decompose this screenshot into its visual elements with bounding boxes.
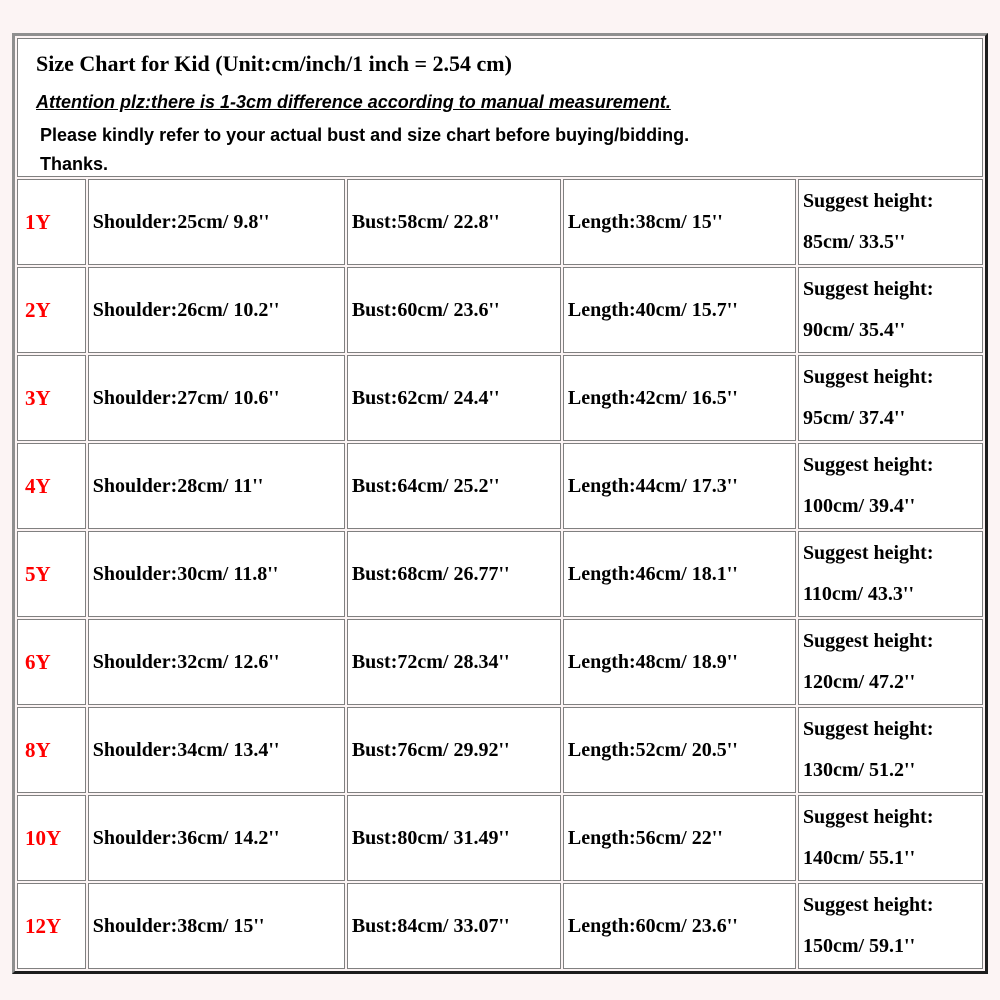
length-value: Length:40cm/ 15.7'' [562,267,796,353]
suggest-height-value: Suggest height: 95cm/ 37.4'' [797,355,983,441]
suggest-height-label: Suggest height: [802,806,934,828]
suggest-height-value: Suggest height: 100cm/ 39.4'' [797,443,983,529]
bust-value: Bust:62cm/ 24.4'' [346,355,561,441]
bust-value: Bust:64cm/ 25.2'' [346,443,561,529]
suggest-height-value: Suggest height: 110cm/ 43.3'' [797,531,983,617]
table-row: 10Y Shoulder:36cm/ 14.2'' Bust:80cm/ 31.… [17,795,983,881]
attention-note: Attention plz:there is 1-3cm difference … [36,92,671,112]
suggest-height-label: Suggest height: [802,630,934,652]
suggest-height-value: Suggest height: 85cm/ 33.5'' [797,179,983,265]
suggest-height-label: Suggest height: [802,718,934,740]
table-row: 6Y Shoulder:32cm/ 12.6'' Bust:72cm/ 28.3… [17,619,983,705]
suggest-height-value: Suggest height: 90cm/ 35.4'' [797,267,983,353]
bust-value: Bust:72cm/ 28.34'' [346,619,561,705]
length-value: Length:52cm/ 20.5'' [562,707,796,793]
length-value: Length:48cm/ 18.9'' [562,619,796,705]
suggest-height-number: 120cm/ 47.2'' [802,671,916,693]
table-row: 8Y Shoulder:34cm/ 13.4'' Bust:76cm/ 29.9… [17,707,983,793]
size-label: 6Y [17,619,86,705]
bust-value: Bust:80cm/ 31.49'' [346,795,561,881]
suggest-height-label: Suggest height: [802,894,934,916]
shoulder-value: Shoulder:34cm/ 13.4'' [87,707,345,793]
table-row: 1Y Shoulder:25cm/ 9.8'' Bust:58cm/ 22.8'… [17,179,983,265]
shoulder-value: Shoulder:32cm/ 12.6'' [87,619,345,705]
size-label: 5Y [17,531,86,617]
table-row: 4Y Shoulder:28cm/ 11'' Bust:64cm/ 25.2''… [17,443,983,529]
shoulder-value: Shoulder:27cm/ 10.6'' [87,355,345,441]
table-row: 12Y Shoulder:38cm/ 15'' Bust:84cm/ 33.07… [17,883,983,969]
bust-value: Bust:60cm/ 23.6'' [346,267,561,353]
suggest-height-value: Suggest height: 150cm/ 59.1'' [797,883,983,969]
size-label: 4Y [17,443,86,529]
size-label: 2Y [17,267,86,353]
suggest-height-label: Suggest height: [802,190,934,212]
suggest-height-value: Suggest height: 120cm/ 47.2'' [797,619,983,705]
size-chart-table: Size Chart for Kid (Unit:cm/inch/1 inch … [12,33,988,974]
shoulder-value: Shoulder:36cm/ 14.2'' [87,795,345,881]
suggest-height-number: 85cm/ 33.5'' [802,231,906,253]
bust-value: Bust:76cm/ 29.92'' [346,707,561,793]
suggest-height-label: Suggest height: [802,366,934,388]
suggest-height-number: 150cm/ 59.1'' [802,935,916,957]
refer-note: Please kindly refer to your actual bust … [40,125,690,145]
length-value: Length:46cm/ 18.1'' [562,531,796,617]
bust-value: Bust:58cm/ 22.8'' [346,179,561,265]
suggest-height-label: Suggest height: [802,278,934,300]
header-cell: Size Chart for Kid (Unit:cm/inch/1 inch … [17,38,983,177]
size-label: 1Y [17,179,86,265]
length-value: Length:60cm/ 23.6'' [562,883,796,969]
length-value: Length:56cm/ 22'' [562,795,796,881]
suggest-height-number: 140cm/ 55.1'' [802,847,916,869]
shoulder-value: Shoulder:25cm/ 9.8'' [87,179,345,265]
shoulder-value: Shoulder:28cm/ 11'' [87,443,345,529]
table-row: 3Y Shoulder:27cm/ 10.6'' Bust:62cm/ 24.4… [17,355,983,441]
shoulder-value: Shoulder:30cm/ 11.8'' [87,531,345,617]
size-label: 12Y [17,883,86,969]
suggest-height-label: Suggest height: [802,454,934,476]
size-label: 8Y [17,707,86,793]
suggest-height-value: Suggest height: 140cm/ 55.1'' [797,795,983,881]
suggest-height-number: 110cm/ 43.3'' [802,583,915,605]
thanks-note: Thanks. [40,154,109,174]
suggest-height-number: 130cm/ 51.2'' [802,759,916,781]
bust-value: Bust:84cm/ 33.07'' [346,883,561,969]
suggest-height-value: Suggest height: 130cm/ 51.2'' [797,707,983,793]
bust-value: Bust:68cm/ 26.77'' [346,531,561,617]
suggest-height-label: Suggest height: [802,542,934,564]
shoulder-value: Shoulder:38cm/ 15'' [87,883,345,969]
header-row: Size Chart for Kid (Unit:cm/inch/1 inch … [17,38,983,177]
suggest-height-number: 95cm/ 37.4'' [802,407,906,429]
shoulder-value: Shoulder:26cm/ 10.2'' [87,267,345,353]
size-label: 10Y [17,795,86,881]
table-row: 2Y Shoulder:26cm/ 10.2'' Bust:60cm/ 23.6… [17,267,983,353]
table-row: 5Y Shoulder:30cm/ 11.8'' Bust:68cm/ 26.7… [17,531,983,617]
page-title: Size Chart for Kid (Unit:cm/inch/1 inch … [36,51,512,76]
length-value: Length:44cm/ 17.3'' [562,443,796,529]
suggest-height-number: 90cm/ 35.4'' [802,319,906,341]
length-value: Length:42cm/ 16.5'' [562,355,796,441]
length-value: Length:38cm/ 15'' [562,179,796,265]
suggest-height-number: 100cm/ 39.4'' [802,495,916,517]
size-label: 3Y [17,355,86,441]
